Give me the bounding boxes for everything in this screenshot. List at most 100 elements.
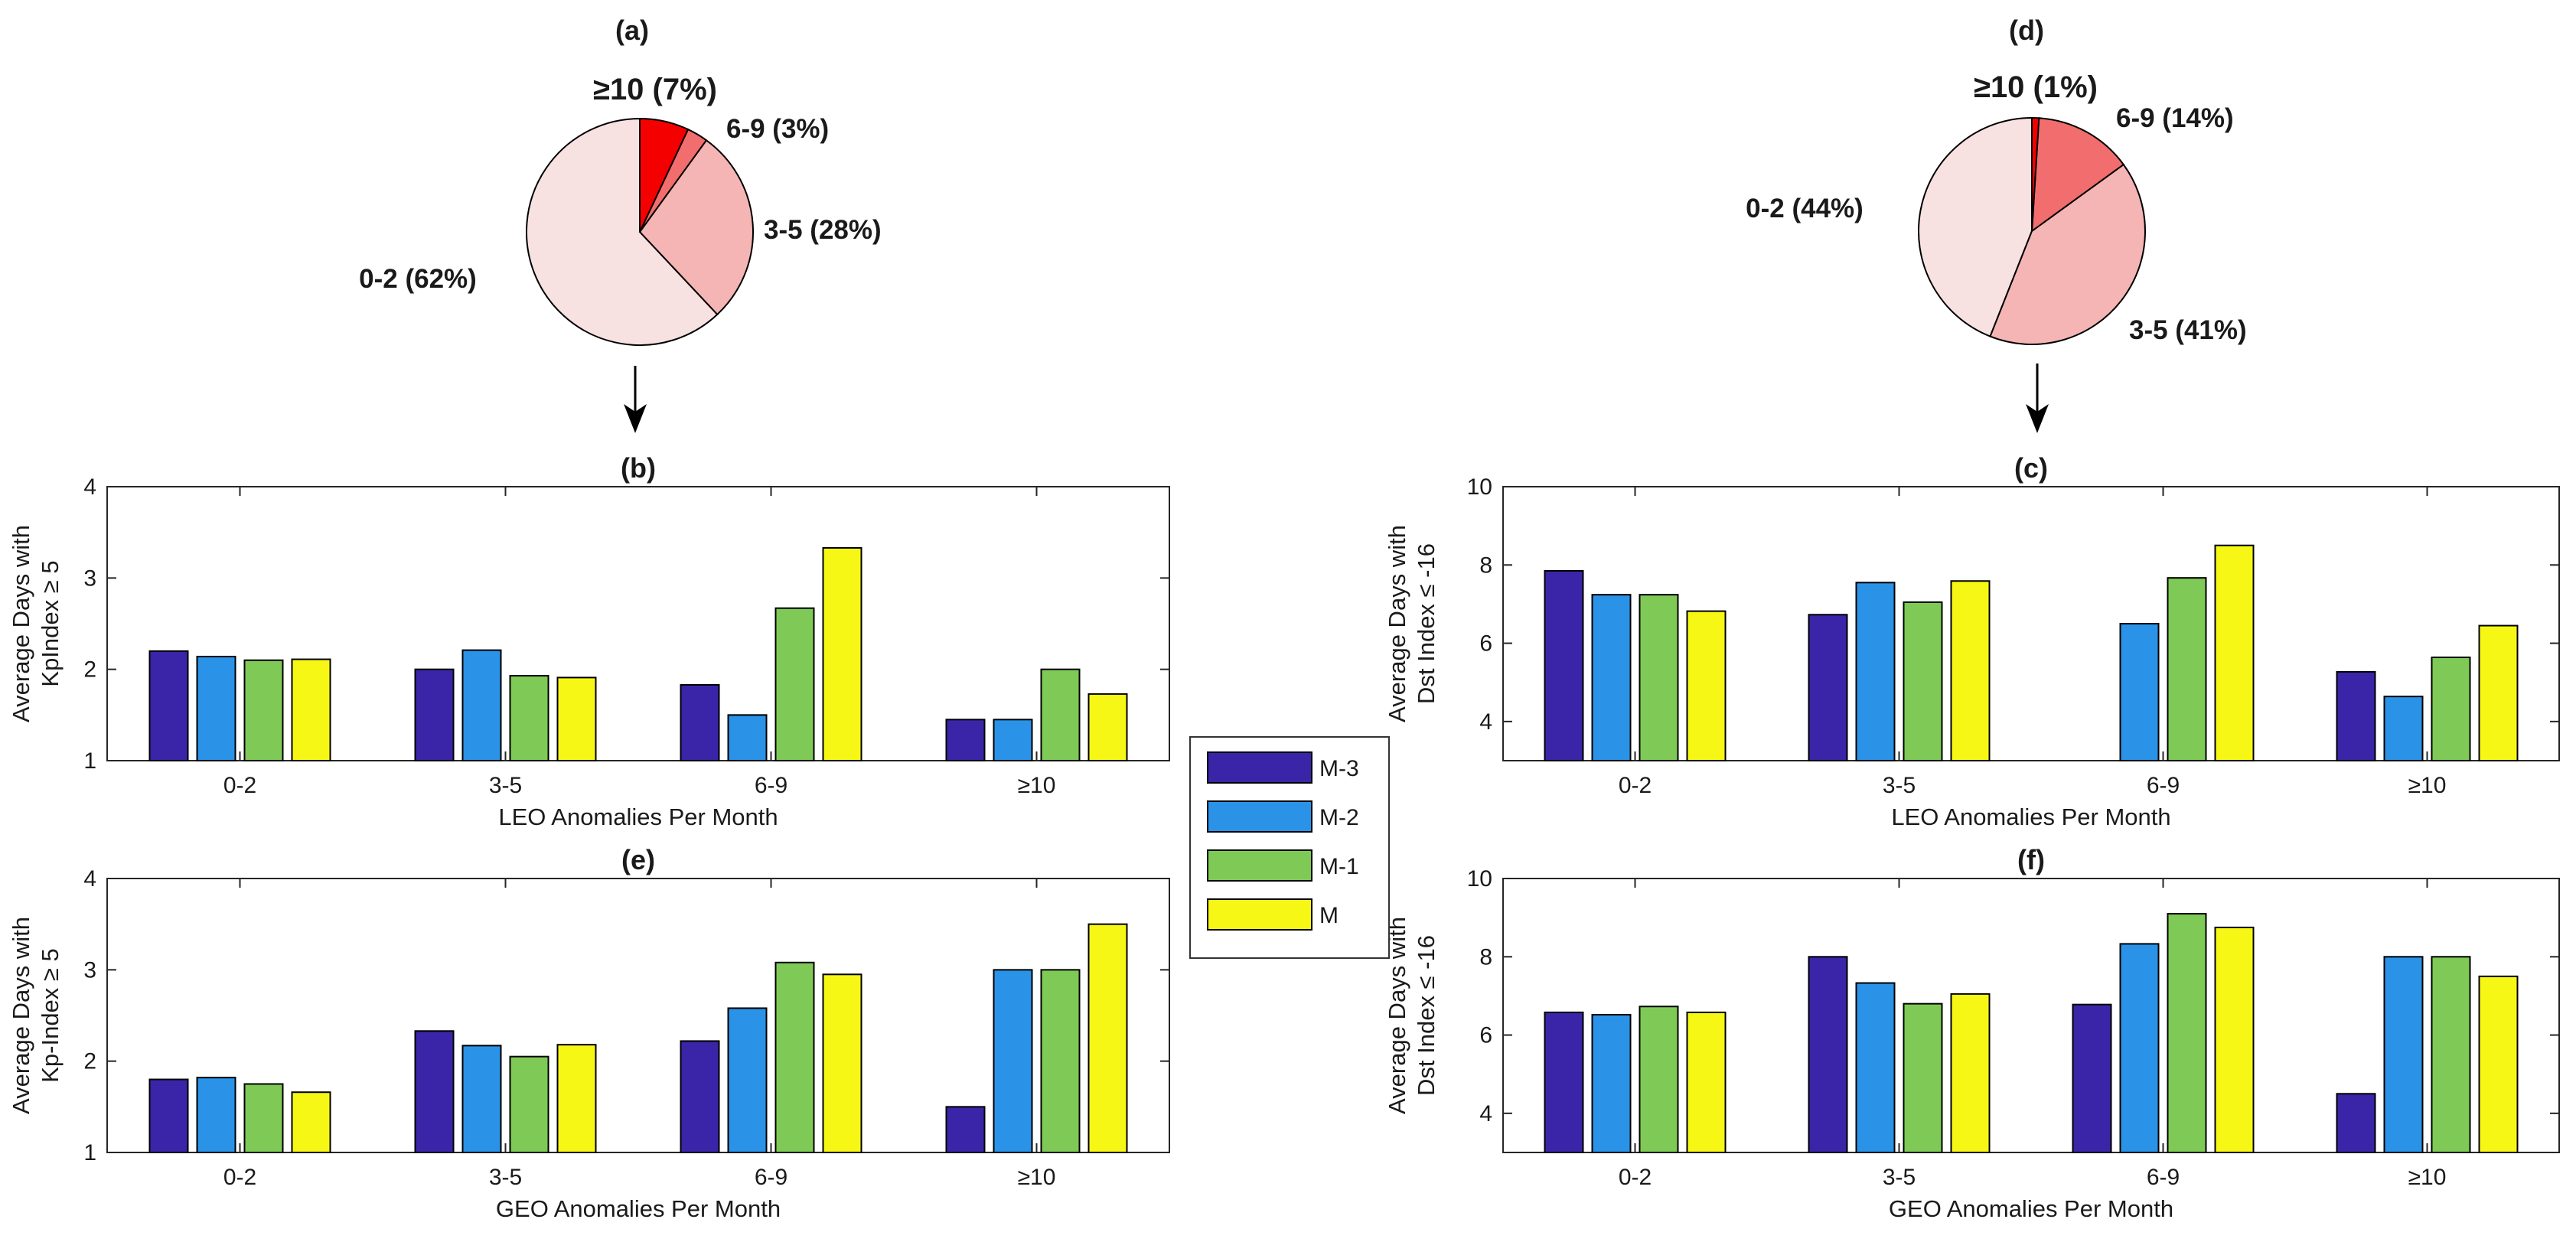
- xtick-label-f-1: 3-5: [1883, 1165, 1916, 1190]
- bar-e-m-0: [291, 1091, 331, 1153]
- bar-c-m2-2: [2119, 623, 2160, 761]
- bar-c-m-0: [1686, 610, 1727, 761]
- bar-e-m2-2: [727, 1007, 768, 1154]
- xtick-label-e-0: 0-2: [223, 1165, 256, 1190]
- ytick-label-f-2: 8: [1479, 944, 1492, 970]
- bar-b-m3-3: [945, 719, 986, 761]
- bar-f-m2-2: [2119, 943, 2160, 1153]
- bar-c-m2-3: [2383, 696, 2424, 762]
- xtick-label-e-2: 6-9: [755, 1165, 787, 1190]
- pie-slice-d-ge10: [2031, 116, 2040, 232]
- yaxis-label-c-0: Average Days with: [1384, 525, 1410, 722]
- legend-swatch-m1: [1207, 849, 1312, 882]
- bar-f-m3-3: [2336, 1093, 2376, 1154]
- bar-e-m-1: [556, 1044, 597, 1153]
- bar-chart-b: 1 2 3 4 0-2 3-5 6-9 ≥10 (b) LEO Anomalies Per Mon…: [8, 452, 1170, 830]
- ytick-label-e-0: 1: [83, 1140, 96, 1165]
- pie-label-a-0-2: 0-2 (62%): [359, 264, 477, 294]
- xtick-label-e-3: ≥10: [1018, 1165, 1056, 1190]
- legend-label-m: M: [1319, 903, 1339, 928]
- bar-f-m3-2: [2072, 1003, 2112, 1154]
- pie-slice-a-0-2: [526, 117, 719, 346]
- bar-e-m1-2: [774, 961, 815, 1153]
- bar-chart-c: 4 6 8 10 0-2 3-5 6-9 ≥10 (c) LEO Anomalies Per Mo…: [1384, 452, 2560, 830]
- bar-b-m2-3: [993, 719, 1033, 761]
- arrowhead-d-to-c: [2026, 404, 2049, 433]
- bar-e-m1-3: [1040, 969, 1081, 1154]
- bar-c-m3-0: [1544, 569, 1584, 762]
- bar-f-m-0: [1686, 1011, 1727, 1153]
- bar-f-m2-3: [2383, 956, 2424, 1154]
- ytick-label-e-1: 2: [83, 1049, 96, 1074]
- legend-label-m3: M-3: [1319, 756, 1359, 781]
- bar-b-m3-2: [680, 683, 720, 761]
- bar-b-m2-1: [461, 649, 502, 762]
- bar-c-m2-1: [1855, 582, 1896, 761]
- bar-c-m1-2: [2167, 577, 2207, 761]
- bar-b-m-0: [291, 658, 331, 761]
- ytick-label-c-0: 4: [1479, 709, 1492, 735]
- legend-swatch-m2: [1207, 800, 1312, 833]
- bar-b-m1-3: [1040, 668, 1081, 762]
- bar-b-m3-1: [414, 668, 455, 762]
- bar-b-m1-0: [243, 659, 284, 761]
- pie-label-d-3-5: 3-5 (41%): [2129, 315, 2247, 345]
- xtick-label-b-3: ≥10: [1018, 773, 1056, 798]
- pie-chart-d: (d) 0-2 (44%) 3-5 (41%) 6-9 (14%) ≥10 (1%): [1746, 15, 2247, 345]
- legend-swatch-m: [1207, 898, 1312, 931]
- xtick-label-c-2: 6-9: [2147, 773, 2180, 798]
- chart-title-d: (d): [2009, 15, 2044, 46]
- pie-label-a-ge10: ≥10 (7%): [593, 73, 717, 106]
- pie-chart-a: (a) 0-2 (62%) 3-5 (28%) 6-9 (3%) ≥10 (7%): [359, 15, 882, 346]
- xtick-label-b-1: 3-5: [489, 773, 522, 798]
- xaxis-label-b: LEO Anomalies Per Month: [498, 804, 778, 830]
- legend-label-m1: M-1: [1319, 854, 1359, 879]
- plot-area-e: [106, 878, 1170, 1153]
- bar-e-m1-1: [509, 1055, 549, 1153]
- yaxis-label-b-0: Average Days with: [8, 525, 34, 722]
- xtick-label-c-1: 3-5: [1883, 773, 1916, 798]
- bar-f-m-2: [2214, 926, 2255, 1154]
- bar-f-m1-3: [2431, 956, 2471, 1154]
- yaxis-label-e-0: Average Days with: [8, 917, 34, 1114]
- bar-e-m2-3: [993, 969, 1033, 1154]
- ytick-label-f-0: 4: [1479, 1101, 1492, 1126]
- bar-f-m3-0: [1544, 1011, 1584, 1153]
- bar-chart-f: 4 6 8 10 0-2 3-5 6-9 ≥10 (f) GEO Anomalies Per Mo…: [1384, 844, 2560, 1222]
- bar-b-m-2: [822, 546, 862, 761]
- bar-c-m2-0: [1591, 594, 1632, 762]
- pie-slice-a-3-5: [638, 139, 754, 316]
- ytick-label-b-1: 2: [83, 657, 96, 683]
- bar-b-m-3: [1087, 693, 1128, 761]
- ytick-label-c-2: 8: [1479, 553, 1492, 578]
- pie-label-d-6-9: 6-9 (14%): [2116, 103, 2234, 133]
- yaxis-label-b-1: KpIndex ≥ 5: [37, 560, 64, 686]
- ytick-label-e-2: 3: [83, 957, 96, 983]
- bar-c-m1-3: [2431, 656, 2471, 761]
- pie-label-a-3-5: 3-5 (28%): [764, 215, 882, 245]
- bar-f-m2-0: [1591, 1013, 1632, 1154]
- bar-f-m2-1: [1855, 982, 1896, 1153]
- bar-f-m1-2: [2167, 913, 2207, 1153]
- bar-f-m3-1: [1808, 956, 1848, 1154]
- bar-c-m-3: [2478, 624, 2519, 761]
- pie-label-d-ge10: ≥10 (1%): [1974, 70, 2098, 104]
- bar-e-m3-3: [945, 1106, 986, 1154]
- xaxis-label-e: GEO Anomalies Per Month: [496, 1195, 781, 1222]
- ytick-label-b-2: 3: [83, 566, 96, 591]
- legend: M-3 M-2 M-1 M: [1189, 736, 1390, 959]
- bar-b-m1-2: [774, 607, 815, 761]
- chart-title-b: (b): [621, 452, 656, 484]
- xtick-label-c-3: ≥10: [2408, 773, 2447, 798]
- bar-e-m3-0: [148, 1078, 189, 1153]
- pie-slice-d-0-2: [1918, 116, 2033, 337]
- yaxis-label-f-1: Dst Index ≤ -16: [1413, 935, 1440, 1096]
- yaxis-label-e-1: Kp-Index ≥ 5: [37, 948, 64, 1083]
- bar-e-m2-1: [461, 1045, 502, 1153]
- chart-title-f: (f): [2017, 844, 2045, 875]
- xtick-label-c-0: 0-2: [1619, 773, 1652, 798]
- pie-label-a-6-9: 6-9 (3%): [726, 114, 829, 144]
- ytick-label-b-3: 4: [83, 474, 96, 500]
- ytick-label-c-3: 10: [1467, 474, 1492, 500]
- bar-b-m-1: [556, 676, 597, 762]
